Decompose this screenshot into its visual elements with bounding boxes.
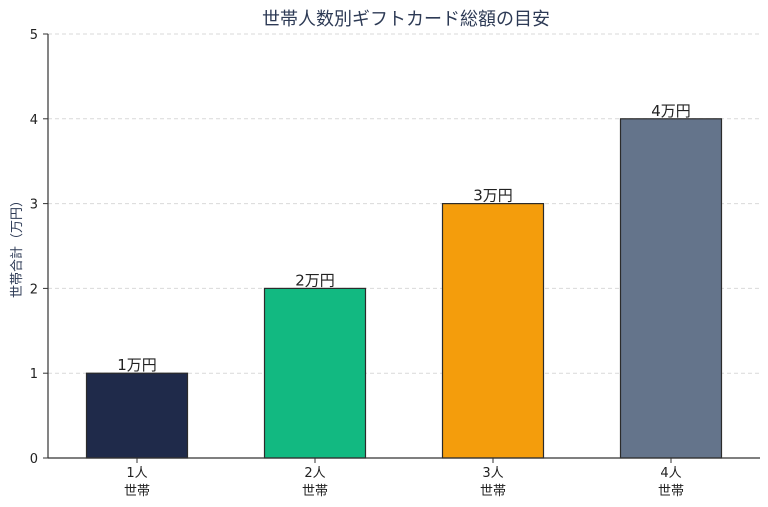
- y-tick-label: 1: [30, 367, 38, 382]
- x-category-label: 世帯: [124, 484, 150, 499]
- bar-value-label: 4万円: [651, 102, 691, 120]
- x-category-label: 1人: [126, 466, 147, 481]
- bars: 1万円 2万円 3万円 4万円: [85, 102, 723, 459]
- y-tick-label: 0: [30, 452, 38, 467]
- bar-value-label: 2万円: [295, 271, 335, 289]
- y-tick-label: 5: [30, 28, 38, 43]
- x-category-label: 2人: [304, 466, 325, 481]
- x-category-label: 4人: [660, 466, 681, 481]
- axes: [47, 34, 760, 459]
- x-category-label: 3人: [482, 466, 503, 481]
- bar-value-label: 3万円: [473, 187, 513, 205]
- chart-title: 世帯人数別ギフトカード総額の目安: [262, 9, 550, 30]
- y-tick-label: 2: [30, 282, 38, 297]
- x-category-label: 世帯: [480, 484, 506, 499]
- bar: [619, 118, 723, 459]
- bar: [441, 203, 545, 459]
- x-category-label: 世帯: [302, 484, 328, 499]
- bar: [85, 372, 189, 459]
- x-category-label: 世帯: [658, 484, 684, 499]
- y-tick-label: 3: [30, 198, 38, 213]
- y-ticks: 0 1 2 3 4 5: [30, 28, 48, 467]
- y-tick-label: 4: [30, 113, 38, 128]
- bar: [263, 287, 367, 459]
- bar-value-label: 1万円: [117, 356, 157, 374]
- y-axis-label: 世帯合計（万円）: [9, 194, 25, 298]
